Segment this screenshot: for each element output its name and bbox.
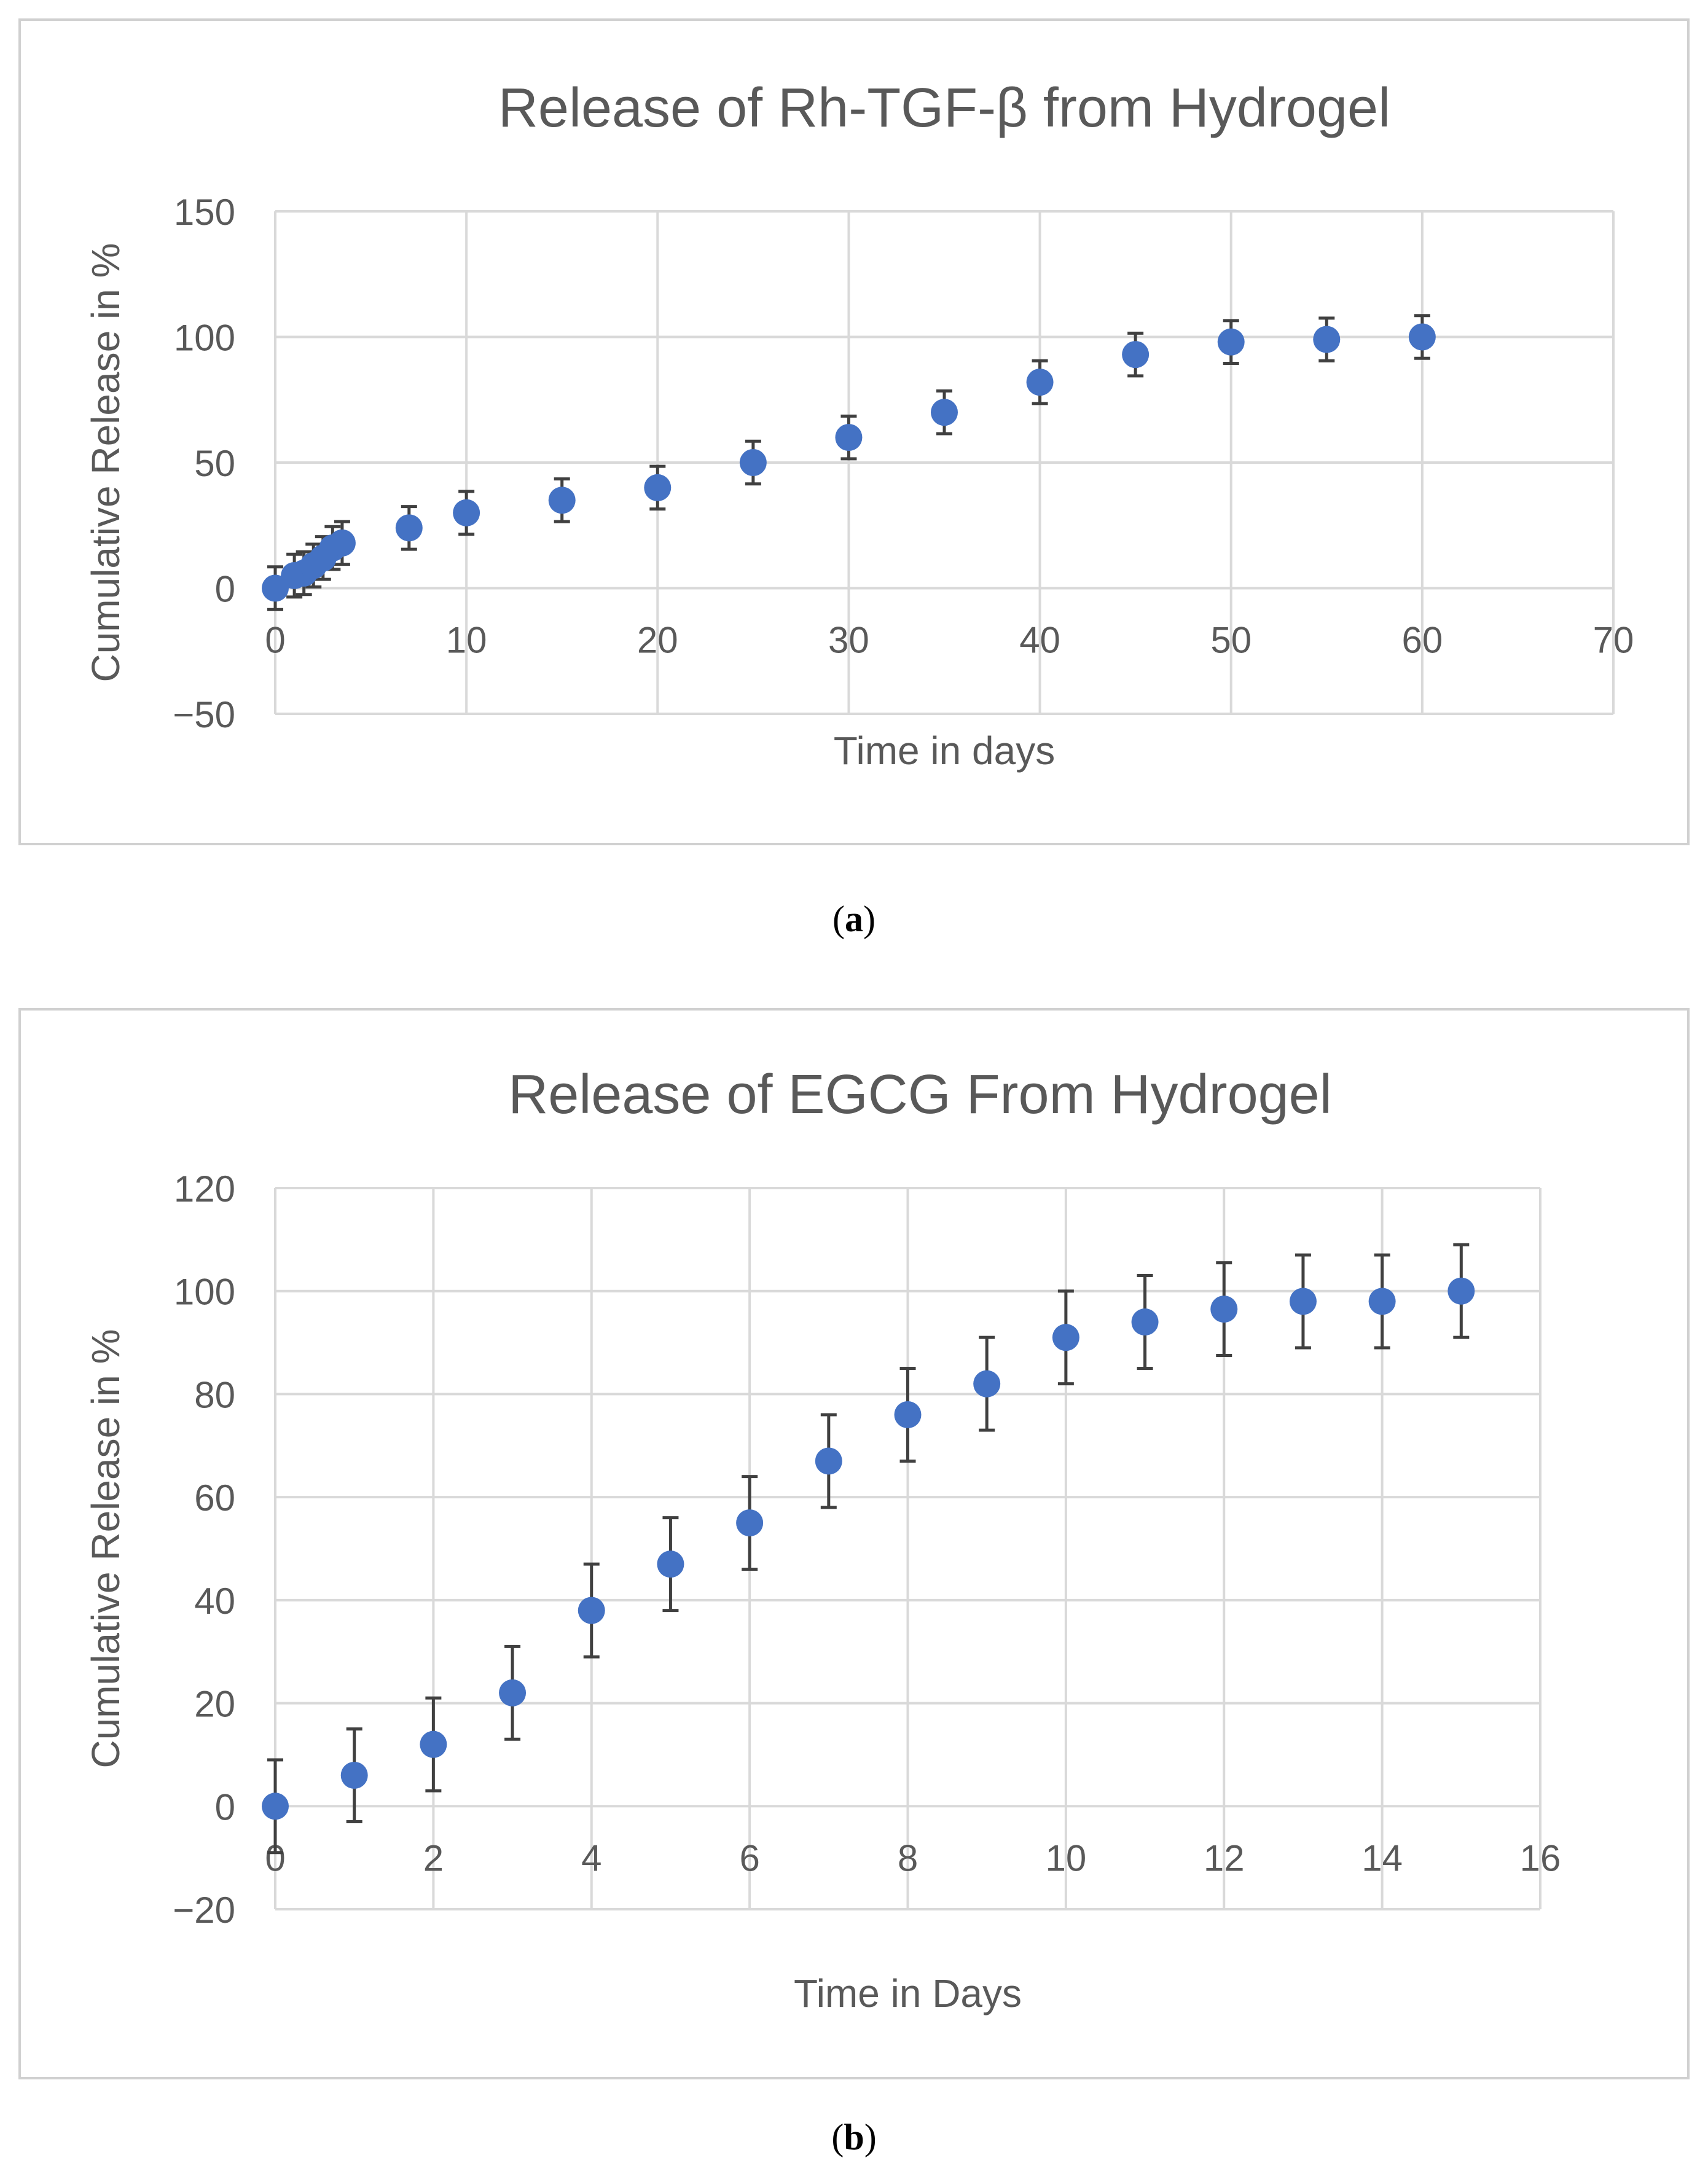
- data-point: [1447, 1277, 1475, 1305]
- data-point: [835, 424, 863, 452]
- data-point: [931, 399, 958, 426]
- x-tick-label: 4: [581, 1837, 601, 1879]
- x-tick-label: 50: [1210, 620, 1252, 661]
- y-tick-label: 150: [174, 192, 235, 233]
- y-tick-label: 40: [194, 1581, 235, 1622]
- data-point: [262, 574, 289, 602]
- y-tick-label: 100: [174, 318, 235, 359]
- x-tick-label: 14: [1361, 1837, 1403, 1879]
- chart-a: Release of Rh-TGF-β from Hydrogel −50 0 50 1…: [84, 77, 1634, 773]
- data-point: [578, 1597, 605, 1624]
- data-point: [453, 499, 480, 526]
- x-tick-label: 70: [1593, 620, 1634, 661]
- data-point: [328, 529, 356, 557]
- data-point: [1217, 328, 1245, 356]
- y-tick-label: 100: [174, 1272, 235, 1313]
- x-tick-label: 8: [898, 1837, 918, 1879]
- data-point: [499, 1679, 527, 1707]
- y-tick-label: −50: [173, 694, 235, 735]
- data-point: [1122, 341, 1150, 369]
- data-point: [644, 474, 672, 501]
- x-tick-label: 0: [265, 620, 285, 661]
- data-point: [894, 1401, 922, 1428]
- caption-b: (b): [831, 2117, 877, 2157]
- chart-b-frame: Release of EGCG From Hydrogel −20 0 20 40 60 8…: [18, 1008, 1690, 2079]
- data-point: [657, 1550, 684, 1578]
- chart-b: Release of EGCG From Hydrogel −20 0 20 40 60 8…: [84, 1064, 1561, 2016]
- x-tick-label: 20: [637, 620, 678, 661]
- data-point: [736, 1509, 764, 1537]
- y-tick-label: 50: [194, 443, 235, 484]
- data-point: [420, 1730, 447, 1758]
- chart-title: Release of EGCG From Hydrogel: [508, 1064, 1331, 1125]
- data-point: [548, 487, 576, 514]
- x-axis-label: Time in days: [834, 729, 1055, 773]
- x-tick-label: 60: [1401, 620, 1443, 661]
- y-tick-label: −20: [173, 1890, 235, 1931]
- x-tick-label: 16: [1520, 1837, 1561, 1879]
- data-point: [262, 1793, 289, 1820]
- y-axis-label: Cumulative Release in %: [84, 1329, 128, 1769]
- caption-b-letter: b: [844, 2117, 864, 2157]
- data-point: [973, 1370, 1001, 1398]
- caption-a: (a): [832, 899, 876, 939]
- data-point: [1210, 1296, 1238, 1323]
- data-point: [340, 1761, 368, 1789]
- data-point: [739, 449, 767, 476]
- x-tick-label: 10: [1046, 1837, 1087, 1879]
- data-point: [1313, 326, 1341, 353]
- y-tick-label: 0: [215, 1786, 235, 1828]
- x-tick-label: 6: [739, 1837, 759, 1879]
- y-tick-label: 120: [174, 1168, 235, 1210]
- y-axis-label: Cumulative Release in %: [84, 243, 128, 682]
- x-tick-label: 12: [1204, 1837, 1245, 1879]
- x-tick-label: 40: [1019, 620, 1060, 661]
- data-point: [1052, 1324, 1079, 1351]
- chart-a-frame: Release of Rh-TGF-β from Hydrogel −50 0 50 1…: [18, 18, 1690, 845]
- data-point: [815, 1447, 842, 1475]
- data-point: [1368, 1288, 1396, 1315]
- x-tick-label: 30: [828, 620, 869, 661]
- chart-title: Release of Rh-TGF-β from Hydrogel: [498, 77, 1390, 139]
- caption-a-letter: a: [845, 899, 863, 939]
- data-point: [1289, 1288, 1317, 1315]
- y-tick-label: 0: [215, 569, 235, 610]
- data-point: [1026, 369, 1054, 396]
- data-point: [1131, 1308, 1159, 1336]
- x-tick-label: 10: [446, 620, 487, 661]
- x-tick-label: 2: [423, 1837, 444, 1879]
- y-tick-label: 80: [194, 1374, 235, 1415]
- y-tick-label: 20: [194, 1684, 235, 1725]
- x-axis-label: Time in Days: [794, 1971, 1022, 2016]
- y-tick-label: 60: [194, 1477, 235, 1519]
- data-point: [1408, 323, 1436, 351]
- data-point: [395, 514, 423, 542]
